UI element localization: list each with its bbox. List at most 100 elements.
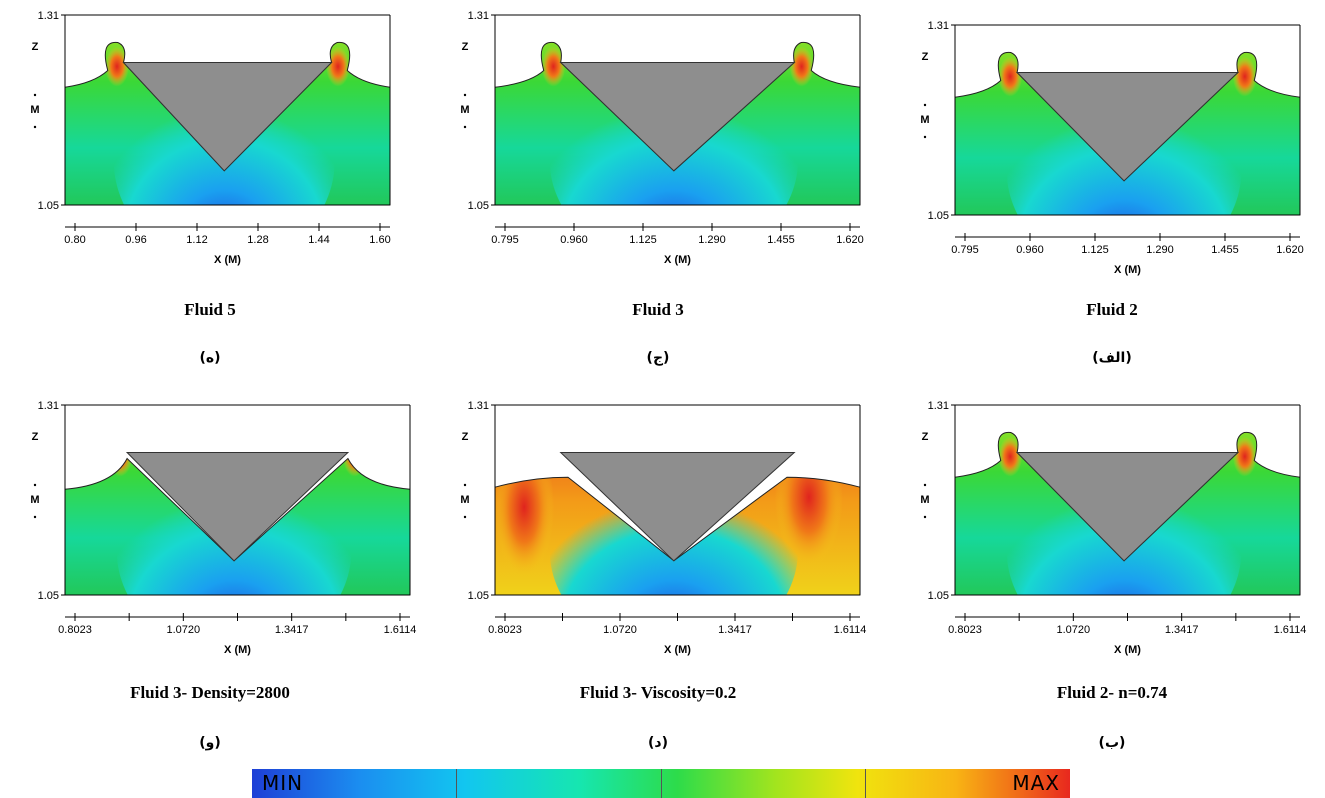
high-pressure-right — [1232, 436, 1257, 477]
z-axis-label: Z — [32, 41, 39, 53]
wedge — [559, 452, 796, 562]
legend-max-label: MAX — [1012, 771, 1060, 795]
axis-dot — [923, 103, 927, 107]
z-axis-label: Z — [922, 431, 929, 443]
m-axis-label: M — [30, 494, 39, 506]
y-tick-label: 1.05 — [468, 200, 489, 212]
axis-dot — [463, 515, 467, 519]
free-surface — [494, 476, 861, 596]
y-tick-label: 1.05 — [38, 590, 59, 602]
x-tick-label: 1.6114 — [1274, 624, 1307, 636]
x-tick-label: 0.96 — [125, 234, 146, 246]
contour-plot: 1.31 1.05 Z M 0.795 0.960 1.125 1.290 1.455 1.620… — [920, 20, 1304, 276]
x-tick-label: 1.290 — [698, 234, 726, 246]
legend-min-label: MIN — [262, 771, 304, 795]
x-tick-label: 1.0720 — [167, 624, 201, 636]
x-tick-label: 0.8023 — [488, 624, 522, 636]
x-tick-label: 1.28 — [247, 234, 268, 246]
x-tick-label: 1.6114 — [384, 624, 417, 636]
x-axis-title: X (M) — [214, 254, 241, 266]
caption-fluid2-n: Fluid 2- n=0.74 — [1056, 683, 1168, 702]
high-pressure-left — [998, 56, 1023, 97]
x-tick-label: 1.3417 — [718, 624, 752, 636]
x-tick-label: 0.795 — [491, 234, 519, 246]
y-tick-label: 1.31 — [468, 10, 489, 22]
panel-fluid5: 1.31 1.05 Z M 0.80 0.96 1.12 1.28 1.44 1.60 X (M) — [20, 5, 400, 275]
x-tick-label: 1.620 — [836, 234, 864, 246]
contour-plot: 1.31 1.05 Z M 0.80 0.96 1.12 1.28 1.44 1.60 X (M) — [30, 10, 390, 266]
high-pressure-right — [1232, 56, 1257, 97]
axis-dot — [33, 515, 37, 519]
x-tick-label: 1.0720 — [603, 624, 637, 636]
caption-fluid3-viscosity: Fluid 3- Viscosity=0.2 — [579, 683, 737, 702]
free-surface — [64, 457, 411, 596]
axis-dot — [923, 515, 927, 519]
y-tick-label: 1.05 — [468, 590, 489, 602]
axis-dot — [33, 483, 37, 487]
axis-dot — [923, 483, 927, 487]
axis-dot — [33, 93, 37, 97]
x-tick-label: 1.455 — [767, 234, 795, 246]
y-tick-label: 1.05 — [928, 590, 949, 602]
letter-fluid3-density: (و) — [199, 735, 221, 751]
x-axis-title: X (M) — [224, 644, 251, 656]
caption-fluid2: Fluid 2 — [1086, 300, 1138, 319]
x-tick-label: 0.960 — [1016, 244, 1044, 256]
x-tick-label: 0.8023 — [58, 624, 92, 636]
legend-divider — [661, 769, 662, 798]
axis-dot — [463, 483, 467, 487]
contour-plot: 1.31 1.05 Z M 0.8023 1.0720 1.3417 1.6114 X (M) — [30, 400, 417, 656]
m-axis-label: M — [30, 104, 39, 116]
y-tick-label: 1.05 — [38, 200, 59, 212]
x-axis-title: X (M) — [664, 254, 691, 266]
axis-dot — [33, 125, 37, 129]
x-tick-label: 0.80 — [64, 234, 85, 246]
m-axis-label: M — [460, 494, 469, 506]
m-axis-label: M — [920, 494, 929, 506]
high-pressure-left — [495, 477, 555, 578]
y-tick-label: 1.31 — [38, 400, 59, 412]
y-tick-label: 1.31 — [928, 400, 949, 412]
contour-plot: 1.31 1.05 Z M 0.8023 1.0720 1.3417 1.6114 X (M) — [920, 400, 1307, 656]
wedge — [1015, 452, 1240, 562]
wedge — [125, 452, 350, 562]
x-axis-title: X (M) — [1114, 264, 1141, 276]
x-tick-label: 1.0720 — [1057, 624, 1091, 636]
colorbar-legend: MIN MAX — [252, 769, 1070, 798]
high-pressure-right — [342, 458, 367, 477]
high-pressure-left — [541, 46, 566, 87]
high-pressure-right — [326, 46, 350, 87]
contour-plot: 1.31 1.05 Z M 0.8023 1.0720 1.3417 1.6114 X (M) — [460, 400, 867, 656]
panel-fluid3: 1.31 1.05 Z M 0.795 0.960 1.125 1.290 1.455 1.620… — [450, 5, 870, 275]
x-tick-label: 0.795 — [951, 244, 979, 256]
m-axis-label: M — [920, 114, 929, 126]
panel-fluid3-density: 1.31 1.05 Z M 0.8023 1.0720 1.3417 1.6114 X (M) — [20, 395, 420, 656]
letter-fluid2: (الف) — [1092, 350, 1132, 366]
x-tick-label: 1.3417 — [1165, 624, 1199, 636]
letter-fluid3: (ج) — [646, 350, 670, 366]
axis-dot — [463, 93, 467, 97]
panel-fluid3-viscosity: 1.31 1.05 Z M 0.8023 1.0720 1.3417 1.6114 X (M) — [450, 395, 870, 656]
x-tick-label: 0.960 — [560, 234, 588, 246]
x-tick-label: 1.125 — [629, 234, 657, 246]
wedge — [559, 62, 796, 172]
x-tick-label: 1.290 — [1146, 244, 1174, 256]
high-pressure-left — [998, 436, 1023, 477]
legend-divider — [865, 769, 866, 798]
caption-fluid5: Fluid 5 — [184, 300, 236, 319]
high-pressure-right — [774, 477, 843, 568]
y-tick-label: 1.31 — [468, 400, 489, 412]
x-tick-label: 1.60 — [369, 234, 390, 246]
x-tick-label: 1.6114 — [834, 624, 867, 636]
x-tick-label: 1.620 — [1276, 244, 1304, 256]
z-axis-label: Z — [32, 431, 39, 443]
letter-fluid3-viscosity: (د) — [648, 735, 668, 751]
wedge — [122, 62, 333, 172]
high-pressure-right — [789, 46, 814, 87]
high-pressure-left — [108, 458, 133, 477]
caption-fluid3-density: Fluid 3- Density=2800 — [130, 683, 290, 702]
x-tick-label: 1.3417 — [275, 624, 309, 636]
contour-plot: 1.31 1.05 Z M 0.795 0.960 1.125 1.290 1.455 1.620… — [460, 10, 864, 266]
y-tick-label: 1.31 — [928, 20, 949, 32]
x-tick-label: 1.125 — [1081, 244, 1109, 256]
